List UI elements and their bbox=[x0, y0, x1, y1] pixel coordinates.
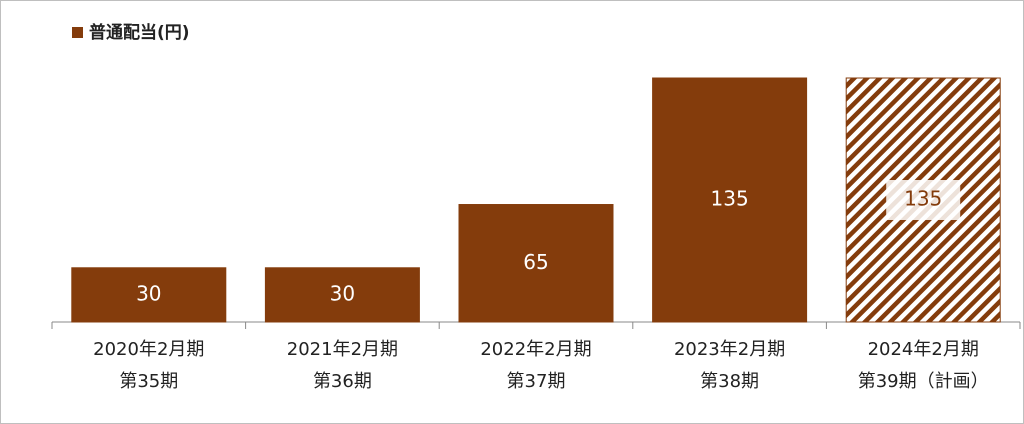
bar bbox=[652, 77, 808, 323]
bar bbox=[264, 267, 420, 323]
x-tick-label: 第35期 bbox=[119, 371, 178, 392]
x-tick-label: 第37期 bbox=[507, 371, 566, 392]
data-label: 135 bbox=[711, 187, 749, 211]
bar bbox=[458, 204, 614, 323]
data-label: 30 bbox=[330, 281, 355, 305]
label-bg bbox=[886, 180, 961, 220]
data-label: 65 bbox=[523, 250, 548, 274]
x-tick-label: 第36期 bbox=[313, 371, 372, 392]
x-tick-label: 第38期 bbox=[700, 371, 759, 392]
bar bbox=[71, 267, 227, 323]
x-tick-label: 2022年2月期 bbox=[480, 339, 591, 360]
legend-swatch bbox=[72, 27, 83, 38]
x-tick-label: 2020年2月期 bbox=[93, 339, 204, 360]
data-label: 135 bbox=[904, 187, 942, 211]
x-tick-label: 2024年2月期 bbox=[868, 339, 979, 360]
data-label: 30 bbox=[136, 281, 161, 305]
x-tick-label: 第39期（計画） bbox=[858, 371, 989, 392]
x-tick-label: 2023年2月期 bbox=[674, 339, 785, 360]
legend-label: 普通配当(円) bbox=[89, 22, 190, 43]
x-tick-label: 2021年2月期 bbox=[287, 339, 398, 360]
